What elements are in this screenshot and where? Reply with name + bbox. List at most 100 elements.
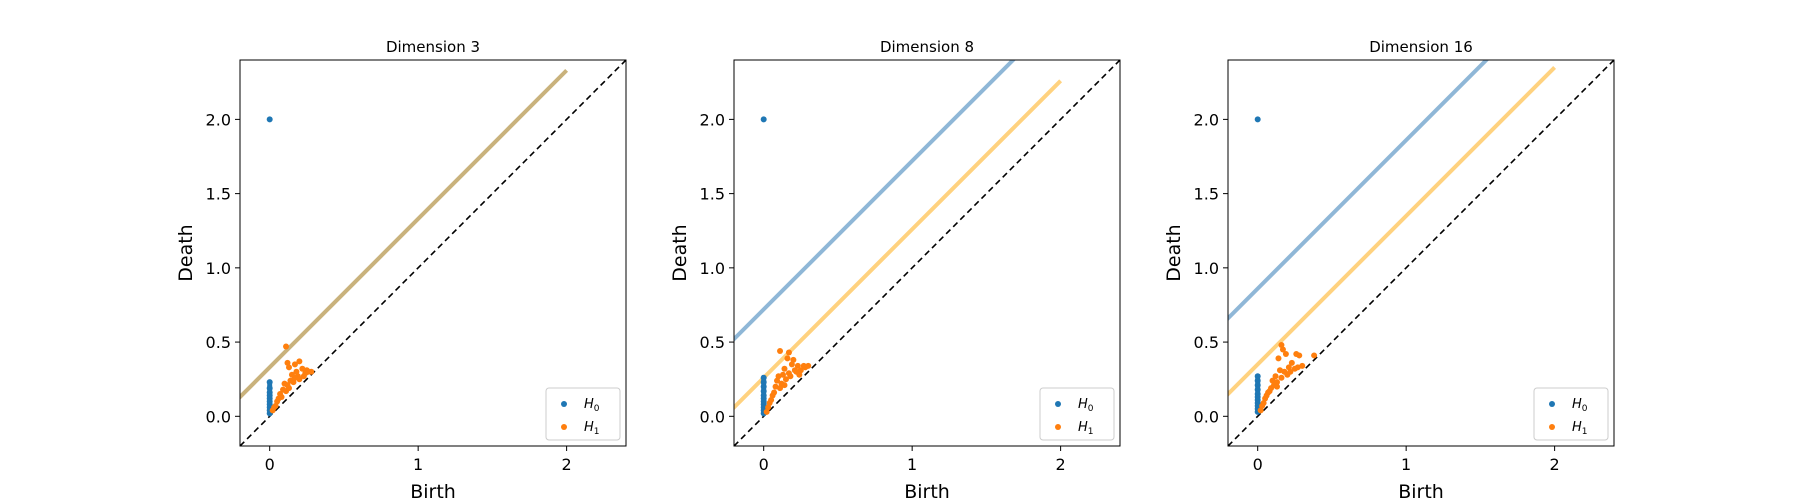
chart-2-legend-symbol-1: H bbox=[1078, 397, 1088, 412]
chart-2-h1-point-13 bbox=[779, 371, 786, 378]
chart-2-legend: H0 H1 bbox=[1039, 387, 1115, 441]
chart-3-h1-point-21 bbox=[1263, 392, 1270, 399]
chart-3-h1-point-27 bbox=[1278, 374, 1285, 381]
chart-2-legend-box bbox=[1039, 387, 1115, 441]
chart-2-h1-point-24 bbox=[777, 385, 784, 392]
chart-3-ylabel: Death bbox=[1163, 224, 1185, 281]
chart-1-band-line-1 bbox=[240, 68, 569, 400]
chart-2-ytick-label-5: 2.0 bbox=[700, 110, 725, 129]
chart-1-ytick-label-1: 0.0 bbox=[206, 407, 231, 426]
chart-3: 0 1 2 0.0 0.5 1.0 1.5 2.0 Dimension 16 Birth Death… bbox=[1163, 38, 1615, 500]
chart-2-xlabel: Birth bbox=[904, 481, 950, 500]
chart-1-xtick-label-1: 0 bbox=[265, 455, 275, 474]
chart-1-h1-point-3 bbox=[285, 364, 292, 371]
chart-1-h0-point-1 bbox=[266, 116, 273, 123]
chart-2-legend-subscript-1: 0 bbox=[1088, 404, 1094, 414]
chart-1-xlabel: Birth bbox=[410, 481, 456, 500]
chart-3-h0-point-2 bbox=[1254, 373, 1261, 380]
chart-2-ytick-label-2: 0.5 bbox=[700, 333, 725, 352]
chart-2-legend-label-2: H1 bbox=[1078, 420, 1094, 437]
chart-2-h1-point-23 bbox=[771, 389, 778, 396]
chart-3-legend-box bbox=[1533, 387, 1609, 441]
chart-2-legend-label-1: H0 bbox=[1078, 397, 1094, 414]
chart-2-legend-symbol-2: H bbox=[1078, 420, 1088, 435]
chart-3-ytick-label-2: 0.5 bbox=[1194, 333, 1219, 352]
chart-1-h1-point-4 bbox=[291, 361, 298, 368]
chart-3-axes-frame bbox=[1227, 59, 1615, 447]
chart-3-legend-label-1: H0 bbox=[1572, 397, 1588, 414]
chart-3-ytick-label-5: 2.0 bbox=[1194, 110, 1219, 129]
chart-3-band-line-1 bbox=[1228, 60, 1490, 322]
chart-2-plot-area bbox=[734, 60, 1120, 446]
chart-3-h1-point-22 bbox=[1266, 388, 1273, 395]
chart-2-h0-point-5 bbox=[760, 388, 767, 395]
chart-1-plot-area bbox=[240, 60, 626, 446]
chart-3-h0-point-4 bbox=[1254, 382, 1261, 389]
chart-3-plot-area bbox=[1228, 60, 1614, 446]
chart-2-h1-point-5 bbox=[788, 361, 795, 368]
chart-1-ytick-label-4: 1.5 bbox=[206, 185, 231, 204]
chart-2-band-line-1 bbox=[734, 60, 1016, 342]
chart-2-h1-point-27 bbox=[802, 364, 809, 371]
chart-3-h1-point-6 bbox=[1296, 352, 1303, 359]
chart-1-xtick-label-3: 2 bbox=[562, 455, 572, 474]
chart-2-ylabel: Death bbox=[669, 224, 691, 281]
chart-3-legend: H0 H1 bbox=[1533, 387, 1609, 441]
chart-1-ytick-label-5: 2.0 bbox=[206, 110, 231, 129]
chart-2-h0-point-4 bbox=[760, 383, 767, 390]
chart-3-xtick-label-3: 2 bbox=[1550, 455, 1560, 474]
chart-1: 0 1 2 0.0 0.5 1.0 1.5 2.0 Dimension 3 Birth Death H… bbox=[175, 38, 627, 500]
chart-1-title: Dimension 3 bbox=[386, 38, 480, 56]
chart-3-h0-point-5 bbox=[1254, 386, 1261, 393]
chart-3-h1-point-4 bbox=[1275, 355, 1282, 362]
chart-2-h1-point-22 bbox=[768, 396, 775, 403]
chart-3-xlabel: Birth bbox=[1398, 481, 1444, 500]
chart-1-ytick-label-3: 1.0 bbox=[206, 259, 231, 278]
chart-3-legend-symbol-2: H bbox=[1572, 420, 1582, 435]
chart-2-h0-point-2 bbox=[760, 374, 767, 381]
chart-3-h1-point-13 bbox=[1272, 373, 1279, 380]
chart-3-h1-point-7 bbox=[1311, 352, 1318, 359]
chart-3-legend-marker-2 bbox=[1549, 424, 1555, 430]
chart-2-xtick-label-2: 1 bbox=[907, 455, 917, 474]
chart-1-h1-point-28 bbox=[272, 402, 279, 409]
chart-3-h1-point-2 bbox=[1279, 346, 1286, 353]
chart-2-xtick-label-3: 2 bbox=[1056, 455, 1066, 474]
chart-2-legend-marker-1 bbox=[1055, 401, 1061, 407]
chart-2-ytick-label-1: 0.0 bbox=[700, 407, 725, 426]
chart-3-diagonal-line bbox=[1228, 60, 1614, 446]
chart-2-h1-point-2 bbox=[785, 349, 792, 356]
chart-1-xtick-label-2: 1 bbox=[413, 455, 423, 474]
chart-3-legend-subscript-2: 1 bbox=[1582, 427, 1588, 437]
chart-1-legend-box bbox=[545, 387, 621, 441]
chart-3-h1-point-26 bbox=[1257, 407, 1264, 414]
chart-3-h0-point-3 bbox=[1254, 377, 1261, 384]
chart-1-legend-symbol-2: H bbox=[584, 420, 594, 435]
chart-2-h1-point-1 bbox=[777, 347, 784, 354]
chart-3-ytick-label-1: 0.0 bbox=[1194, 407, 1219, 426]
chart-1-h1-point-5 bbox=[296, 358, 303, 365]
chart-1-legend-marker-1 bbox=[561, 401, 567, 407]
chart-2-h1-point-25 bbox=[787, 373, 794, 380]
chart-3-legend-marker-1 bbox=[1549, 401, 1555, 407]
chart-3-h1-point-29 bbox=[1294, 364, 1301, 371]
chart-2: 0 1 2 0.0 0.5 1.0 1.5 2.0 Dimension 8 Birth Death H… bbox=[669, 38, 1121, 500]
chart-2-h1-point-9 bbox=[781, 365, 788, 372]
chart-1-h1-point-29 bbox=[285, 385, 292, 392]
chart-2-ytick-label-4: 1.5 bbox=[700, 185, 725, 204]
chart-1-h1-point-22 bbox=[278, 394, 285, 401]
chart-3-h1-point-3 bbox=[1282, 350, 1289, 357]
chart-3-h0-point-1 bbox=[1254, 116, 1261, 123]
chart-1-ylabel: Death bbox=[175, 224, 197, 281]
chart-1-axes-frame bbox=[239, 59, 627, 447]
chart-1-legend-subscript-2: 1 bbox=[594, 427, 600, 437]
chart-1-legend-subscript-1: 0 bbox=[594, 404, 600, 414]
chart-3-title: Dimension 16 bbox=[1369, 38, 1473, 56]
chart-3-band-line-2 bbox=[1228, 66, 1557, 397]
chart-2-h0-point-1 bbox=[760, 116, 767, 123]
chart-2-h1-point-6 bbox=[794, 362, 801, 369]
chart-2-h1-point-28 bbox=[763, 408, 770, 415]
chart-1-legend-symbol-1: H bbox=[584, 397, 594, 412]
chart-2-band-line-2 bbox=[734, 79, 1063, 411]
